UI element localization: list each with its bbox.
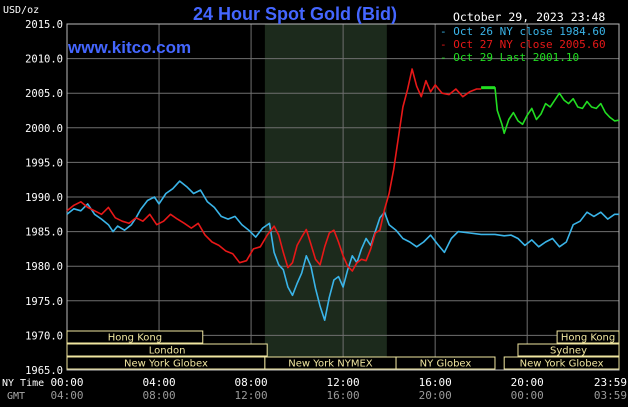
- x-tick-label-ny: 20:00: [511, 376, 544, 389]
- x-tick-label-gmt: 16:00: [327, 389, 360, 402]
- gmt-row-label: GMT: [7, 391, 25, 402]
- market-bar: [66, 343, 268, 357]
- market-hours-bars: Hong Kong London New York Globex New York N…: [66, 330, 620, 370]
- x-tick-label-gmt: 12:00: [235, 389, 268, 402]
- series-line: [481, 86, 620, 135]
- market-bar: [503, 356, 620, 370]
- chart-title: 24 Hour Spot Gold (Bid): [193, 4, 397, 24]
- currency-label: USD/oz: [3, 5, 39, 16]
- y-tick-label: 1980.0: [25, 261, 63, 273]
- x-tick-label-gmt: 08:00: [142, 389, 175, 402]
- y-tick-label: 1970.0: [25, 330, 63, 342]
- y-tick-label: 2010.0: [25, 54, 63, 66]
- market-bar-label: London: [149, 346, 186, 357]
- market-bar-label: New York Globex: [520, 359, 604, 370]
- chart-series: [66, 68, 620, 321]
- x-tick-label-ny: 04:00: [142, 376, 175, 389]
- market-bar-label: New York Globex: [124, 359, 208, 370]
- legend-entry: - Oct 27 NY close 2005.60: [440, 38, 606, 51]
- x-tick-label-ny: 00:00: [50, 376, 83, 389]
- site-url: www.kitco.com: [67, 38, 191, 57]
- market-bar: [66, 330, 204, 344]
- market-bar-label: Hong Kong: [561, 333, 615, 344]
- x-tick-label-gmt: 03:59: [594, 389, 627, 402]
- plot-border: [66, 23, 620, 371]
- y-tick-label: 1995.0: [25, 157, 63, 169]
- x-tick-label-ny: 16:00: [419, 376, 452, 389]
- ny-time-row-label: NY Time: [2, 378, 44, 389]
- y-tick-label: 1985.0: [25, 227, 63, 239]
- y-tick-label: 1990.0: [25, 192, 63, 204]
- y-tick-label: 2000.0: [25, 123, 63, 135]
- y-tick-label: 1965.0: [25, 365, 63, 377]
- legend-entry: - Oct 26 NY close 1984.60: [440, 25, 606, 38]
- x-tick-label-ny: 08:00: [235, 376, 268, 389]
- x-tick-label-gmt: 00:00: [511, 389, 544, 402]
- market-bar: [395, 356, 496, 370]
- market-bar: [556, 330, 620, 344]
- x-tick-label-gmt: 20:00: [419, 389, 452, 402]
- market-bar-label: New York NYMEX: [288, 359, 373, 370]
- y-tick-label: 2005.0: [25, 88, 63, 100]
- chart-legend: - Oct 26 NY close 1984.60- Oct 27 NY clo…: [440, 25, 606, 64]
- series-line: [66, 68, 482, 272]
- chart-axes: 1965.0 1970.0 1975.0 1980.0 1985.0 1990.0 1995…: [25, 19, 627, 402]
- y-tick-label: 2015.0: [25, 19, 63, 31]
- timestamp: October 29, 2023 23:48: [453, 10, 605, 24]
- y-tick-label: 1975.0: [25, 296, 63, 308]
- x-tick-label-ny: 12:00: [327, 376, 360, 389]
- market-bar-label: Sydney: [550, 346, 587, 357]
- legend-entry: - Oct 29 Last 2001.10: [440, 51, 579, 64]
- market-bar-label: Hong Kong: [108, 333, 162, 344]
- x-tick-label-ny: 23:59: [594, 376, 627, 389]
- x-tick-label-gmt: 04:00: [50, 389, 83, 402]
- series-line: [66, 180, 619, 321]
- market-bar: [517, 343, 620, 357]
- market-bar-label: NY Globex: [420, 359, 472, 370]
